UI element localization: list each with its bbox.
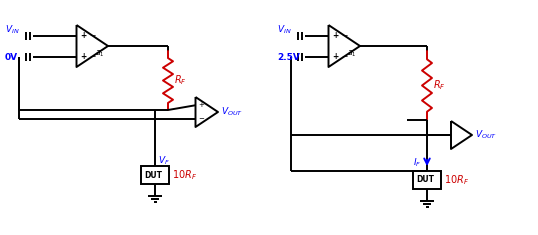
- Text: $V_{IN}$: $V_{IN}$: [277, 23, 292, 36]
- Text: $V_F$: $V_F$: [158, 155, 170, 167]
- Text: +: +: [81, 52, 87, 61]
- Bar: [413, 171, 441, 189]
- Text: −: −: [89, 52, 96, 61]
- Text: $a_1$: $a_1$: [95, 49, 105, 59]
- Text: $R_F$: $R_F$: [433, 78, 446, 92]
- Bar: [141, 166, 169, 184]
- Text: −: −: [342, 52, 348, 61]
- Text: −: −: [342, 31, 348, 40]
- Text: DUT: DUT: [416, 176, 434, 184]
- Text: $I_F$: $I_F$: [413, 157, 421, 169]
- Text: DUT: DUT: [144, 171, 162, 180]
- Text: +: +: [332, 52, 339, 61]
- Text: $V_{OUT}$: $V_{OUT}$: [475, 129, 497, 141]
- Text: $10R_F$: $10R_F$: [444, 173, 469, 187]
- Text: $V_{OUT}$: $V_{OUT}$: [221, 106, 243, 118]
- Text: +: +: [332, 31, 339, 40]
- Text: 0V: 0V: [5, 53, 18, 62]
- Text: 2.5V: 2.5V: [277, 53, 300, 62]
- Text: −: −: [89, 31, 96, 40]
- Text: $R_F$: $R_F$: [174, 74, 187, 87]
- Text: −: −: [199, 116, 204, 122]
- Text: $V_{IN}$: $V_{IN}$: [5, 23, 19, 36]
- Text: +: +: [199, 102, 204, 108]
- Text: +: +: [81, 31, 87, 40]
- Text: $10R_F$: $10R_F$: [172, 168, 197, 182]
- Text: $a_1$: $a_1$: [347, 49, 357, 59]
